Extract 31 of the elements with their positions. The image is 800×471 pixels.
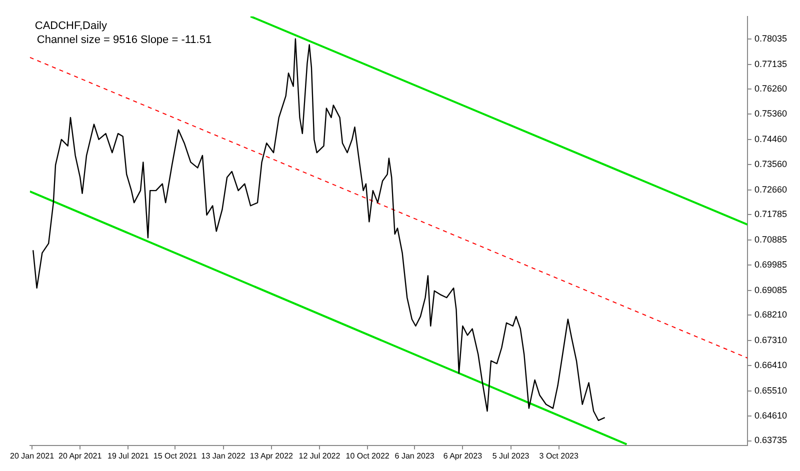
x-tick-label: 3 Oct 2023 xyxy=(539,451,579,460)
x-tick-label: 13 Jan 2022 xyxy=(201,451,246,460)
x-tick-label: 20 Apr 2021 xyxy=(58,451,102,460)
x-tick-label: 13 Apr 2022 xyxy=(250,451,294,460)
y-tick-label: 0.69085 xyxy=(754,284,788,295)
annotation: Channel size = 9516 Slope = -11.51 xyxy=(36,34,212,46)
y-tick-label: 0.66410 xyxy=(754,360,788,370)
y-tick-label: 0.67310 xyxy=(754,334,788,345)
x-tick-label: 20 Jan 2021 xyxy=(10,451,55,460)
y-tick-label: 0.72660 xyxy=(754,184,788,195)
y-tick-label: 0.77135 xyxy=(754,58,788,69)
chart-title: CADCHF,Daily xyxy=(34,20,108,32)
y-tick-label: 0.70885 xyxy=(754,234,788,244)
y-tick-label: 0.63735 xyxy=(754,435,788,446)
y-tick-label: 0.75360 xyxy=(754,108,788,119)
y-tick-label: 0.64610 xyxy=(754,410,788,421)
x-tick-label: 12 Jul 2022 xyxy=(298,451,341,460)
x-tick-label: 10 Oct 2022 xyxy=(346,451,390,460)
x-tick-label: 15 Oct 2021 xyxy=(153,451,198,460)
y-tick-label: 0.76260 xyxy=(754,83,788,94)
y-tick-label: 0.69985 xyxy=(754,260,788,270)
x-tick-label: 6 Jan 2023 xyxy=(394,451,435,460)
x-tick-label: 6 Apr 2023 xyxy=(443,451,483,460)
y-tick-label: 0.71785 xyxy=(754,209,788,220)
y-tick-label: 0.78035 xyxy=(754,34,788,44)
x-tick-label: 19 Jul 2021 xyxy=(108,451,150,460)
y-tick-label: 0.74460 xyxy=(754,134,788,144)
x-tick-label: 5 Jul 2023 xyxy=(492,451,530,460)
y-tick-label: 0.68210 xyxy=(754,310,788,320)
y-tick-label: 0.65510 xyxy=(754,385,788,396)
y-tick-label: 0.73560 xyxy=(754,159,788,170)
